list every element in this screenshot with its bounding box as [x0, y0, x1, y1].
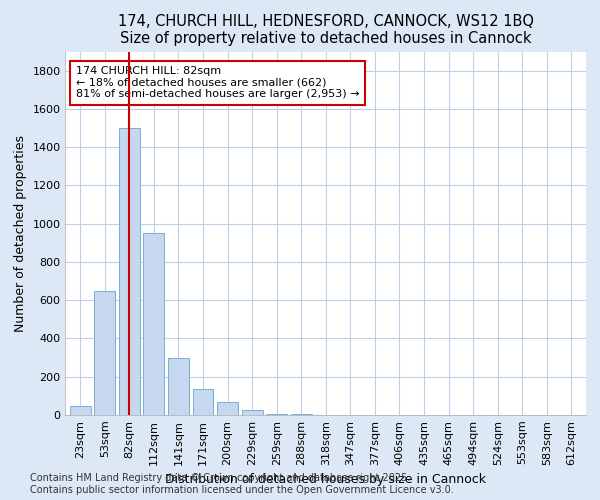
Bar — [143, 233, 164, 415]
Y-axis label: Number of detached properties: Number of detached properties — [14, 134, 27, 332]
Bar — [242, 410, 263, 415]
Bar — [70, 406, 91, 415]
Text: Contains HM Land Registry data © Crown copyright and database right 2025.
Contai: Contains HM Land Registry data © Crown c… — [30, 474, 454, 495]
Title: 174, CHURCH HILL, HEDNESFORD, CANNOCK, WS12 1BQ
Size of property relative to det: 174, CHURCH HILL, HEDNESFORD, CANNOCK, W… — [118, 14, 534, 46]
Bar — [94, 290, 115, 415]
Text: 174 CHURCH HILL: 82sqm
← 18% of detached houses are smaller (662)
81% of semi-de: 174 CHURCH HILL: 82sqm ← 18% of detached… — [76, 66, 359, 100]
Bar — [168, 358, 189, 415]
Bar — [119, 128, 140, 415]
Bar — [266, 414, 287, 415]
X-axis label: Distribution of detached houses by size in Cannock: Distribution of detached houses by size … — [165, 473, 486, 486]
Bar — [217, 402, 238, 415]
Bar — [193, 389, 214, 415]
